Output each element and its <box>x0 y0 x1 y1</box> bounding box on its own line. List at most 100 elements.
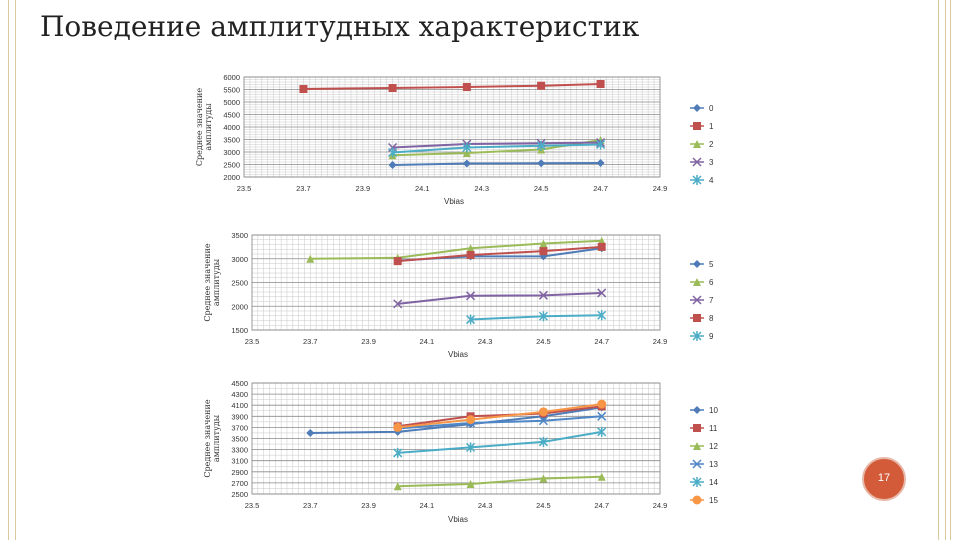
y-tick-label: 3500 <box>223 136 240 145</box>
legend-marker-10 <box>693 406 701 414</box>
y-tick-label: 2000 <box>231 302 248 311</box>
x-tick-label: 24.5 <box>536 337 551 346</box>
legend-label-10: 10 <box>709 406 718 415</box>
y-tick-label: 2700 <box>231 479 248 488</box>
legend-marker-9 <box>692 331 702 341</box>
x-tick-label: 24.9 <box>653 501 668 510</box>
data-point-14 <box>466 442 476 453</box>
series-12 <box>393 472 606 491</box>
legend-label-5: 5 <box>709 260 714 269</box>
legend-marker-13 <box>692 459 702 469</box>
y-tick-label: 2900 <box>231 468 248 477</box>
series-line-8 <box>397 245 602 263</box>
y-axis-label: Среднее значениеамплитуды <box>195 88 213 166</box>
y-tick-label: 3300 <box>231 446 248 455</box>
plot-area <box>243 76 661 178</box>
data-point-6 <box>597 236 606 245</box>
series-0 <box>388 159 605 169</box>
y-tick-label: 2000 <box>223 173 240 182</box>
legend-label-2: 2 <box>709 140 714 149</box>
data-point-4 <box>462 142 472 153</box>
y-tick-label: 3000 <box>231 255 248 264</box>
chart-2: 2500 2700 2900 3100 3300 3500 3700 3900 4100 4300… <box>203 379 718 524</box>
data-point-4 <box>596 139 606 150</box>
legend-marker-15 <box>692 495 702 505</box>
series-14 <box>393 426 607 458</box>
legend-label-6: 6 <box>709 278 714 287</box>
legend-marker-6 <box>693 278 701 286</box>
x-tick-label: 23.7 <box>296 184 311 193</box>
y-tick-label: 3500 <box>231 435 248 444</box>
x-tick-label: 24.7 <box>594 501 609 510</box>
data-point-7 <box>466 291 476 301</box>
data-point-6 <box>539 239 548 248</box>
page-number: 17 <box>877 472 891 484</box>
data-point-9 <box>538 311 548 322</box>
data-point-10 <box>306 428 315 437</box>
data-point-12 <box>466 480 475 489</box>
series-line-7 <box>397 291 602 305</box>
series-line-12 <box>397 475 602 488</box>
legend-label-1: 1 <box>709 122 714 131</box>
y-axis-label: Среднее значениеамплитуды <box>203 243 221 321</box>
y-tick-label: 6000 <box>223 73 240 82</box>
chart-1: 1500 2000 2500 3000 3500 23.5 23.7 23.9 24.1 24.3… <box>203 231 714 359</box>
legend-label-14: 14 <box>709 478 718 487</box>
data-point-6 <box>466 244 475 253</box>
x-tick-label: 24.9 <box>653 337 668 346</box>
data-point-13 <box>538 416 548 426</box>
data-point-8 <box>597 242 606 251</box>
data-point-8 <box>393 257 402 266</box>
legend-marker-0 <box>693 104 701 112</box>
data-point-1 <box>388 84 397 92</box>
series-line-13 <box>397 415 602 430</box>
data-point-0 <box>388 161 397 169</box>
legend-label-9: 9 <box>709 332 714 341</box>
data-point-13 <box>597 411 607 421</box>
x-tick-label: 24.1 <box>415 184 430 193</box>
data-point-14 <box>393 447 403 458</box>
y-tick-label: 2500 <box>231 279 248 288</box>
legend-marker-8 <box>693 314 701 322</box>
data-point-12 <box>393 482 402 491</box>
data-point-1 <box>537 81 546 90</box>
x-tick-label: 24.3 <box>478 501 493 510</box>
y-axis-label: Среднее значениеамплитуды <box>203 399 221 477</box>
y-tick-label: 3700 <box>231 423 248 432</box>
page-number-badge: 17 <box>862 457 906 501</box>
legend-label-8: 8 <box>709 314 714 323</box>
right-frame-border <box>938 0 946 540</box>
legend-marker-4 <box>692 175 702 185</box>
data-point-7 <box>393 299 403 309</box>
series-15 <box>393 399 607 432</box>
chart-0: 2000 2500 3000 3500 4000 4500 5000 5500 6000 23.5… <box>195 73 714 206</box>
y-tick-label: 1500 <box>231 326 248 335</box>
series-1 <box>299 80 605 93</box>
data-point-15 <box>597 399 607 409</box>
x-tick-label: 24.7 <box>593 184 608 193</box>
y-tick-label: 4100 <box>231 401 248 410</box>
x-tick-label: 23.5 <box>245 501 260 510</box>
x-tick-label: 24.7 <box>594 337 609 346</box>
data-point-15 <box>393 422 403 432</box>
y-tick-label: 2500 <box>223 161 240 170</box>
legend-marker-7 <box>692 295 702 305</box>
x-tick-label: 24.3 <box>478 337 493 346</box>
plot-area <box>251 234 661 331</box>
x-axis-label: Vbias <box>444 197 464 206</box>
x-tick-label: 23.7 <box>303 337 318 346</box>
data-point-1 <box>299 85 308 93</box>
series-9 <box>466 310 607 325</box>
series-line-14 <box>397 430 602 454</box>
legend-marker-1 <box>693 122 701 130</box>
x-tick-label: 23.7 <box>303 501 318 510</box>
legend-marker-11 <box>693 424 701 432</box>
data-point-15 <box>538 407 548 417</box>
y-tick-label: 3000 <box>223 148 240 157</box>
left-frame-border <box>8 0 16 540</box>
x-axis-label: Vbias <box>448 515 468 524</box>
data-point-4 <box>388 147 398 158</box>
slide-title: Поведение амплитудных характеристик <box>40 10 640 43</box>
data-point-14 <box>597 426 607 437</box>
